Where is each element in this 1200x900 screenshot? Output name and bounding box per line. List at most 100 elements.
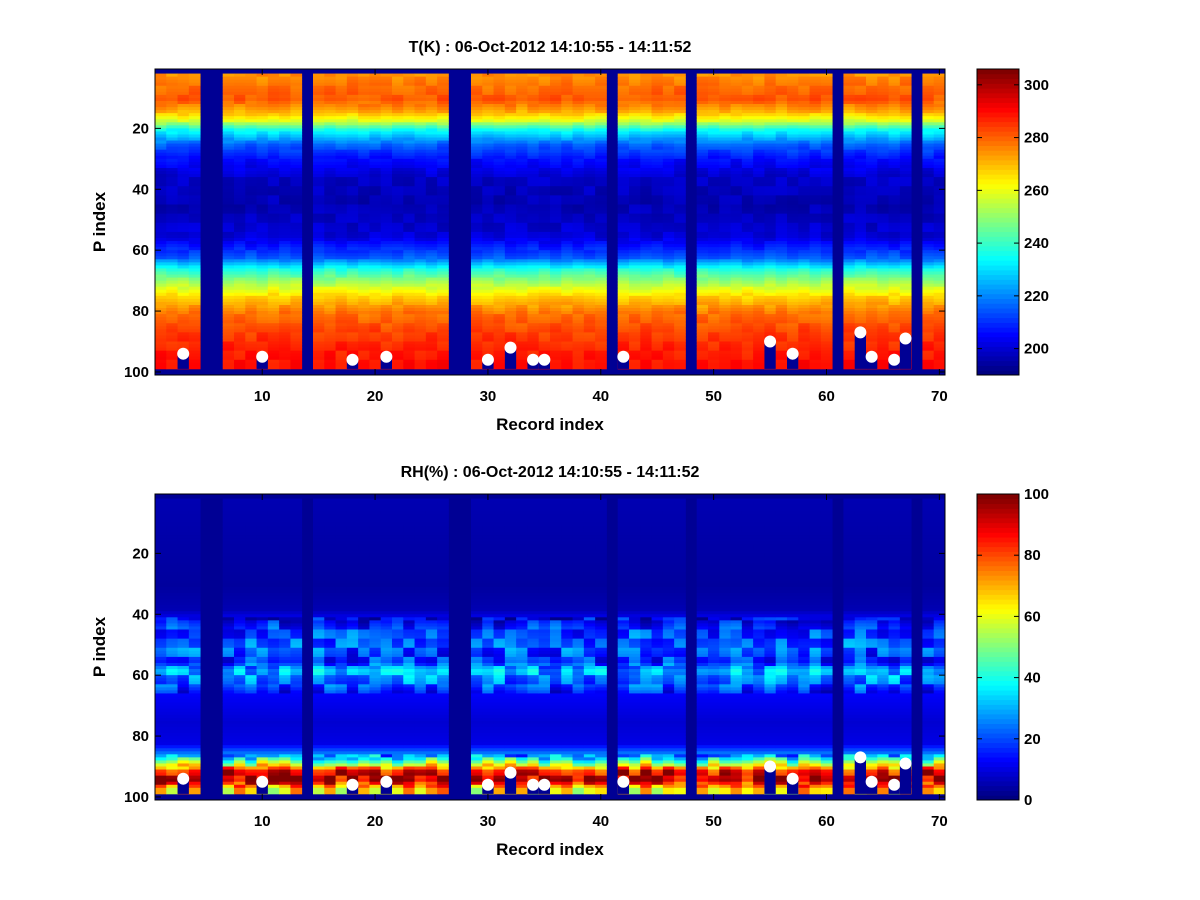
heatmap-cell (662, 317, 675, 321)
heatmap-cell (234, 320, 246, 324)
heatmap-cell (504, 283, 517, 288)
heatmap-cell (380, 250, 393, 254)
heatmap-cell (155, 88, 167, 93)
heatmap-cell (234, 341, 246, 345)
heatmap-cell (188, 298, 201, 303)
heatmap-cell (572, 107, 585, 111)
heatmap-cell (629, 274, 641, 278)
heatmap-cell (155, 79, 167, 84)
heatmap-cell (787, 265, 799, 269)
heatmap-cell (392, 277, 404, 282)
heatmap-cell (730, 192, 743, 196)
heatmap-cell (775, 289, 788, 294)
heatmap-cell (177, 158, 190, 163)
heatmap-cell (753, 161, 765, 166)
heatmap-cell (764, 146, 777, 151)
heatmap-cell (313, 295, 325, 300)
heatmap-cell (741, 314, 754, 318)
heatmap-cell (324, 201, 336, 205)
heatmap-cell (617, 225, 630, 230)
heatmap-cell (595, 295, 607, 300)
heatmap-cell (708, 219, 720, 224)
heatmap-cell (640, 82, 652, 87)
heatmap-cell (775, 207, 788, 211)
heatmap-cell (674, 100, 686, 105)
heatmap-cell (629, 231, 641, 236)
heatmap-cell (696, 100, 709, 105)
heatmap-cell (719, 244, 731, 248)
heatmap-cell (437, 164, 449, 169)
heatmap-cell (516, 317, 528, 321)
heatmap-cell (425, 100, 438, 105)
heatmap-cell (324, 100, 336, 105)
heatmap-cell (222, 88, 235, 93)
heatmap-cell (324, 91, 336, 96)
heatmap-cell (166, 301, 178, 306)
heatmap-cell (775, 198, 788, 202)
heatmap-cell (177, 326, 190, 330)
heatmap-cell (256, 286, 269, 291)
heatmap-cell (414, 158, 427, 163)
heatmap-cell (313, 256, 325, 260)
heatmap-cell (482, 167, 494, 172)
heatmap-cell (493, 79, 506, 84)
heatmap-cell (290, 82, 303, 87)
heatmap-cell (177, 76, 190, 81)
heatmap-cell (561, 320, 573, 324)
heatmap-cell (482, 244, 494, 248)
heatmap-cell (358, 362, 370, 367)
heatmap-cell (662, 79, 675, 84)
heatmap-cell (696, 116, 709, 120)
heatmap-cell (358, 329, 370, 333)
heatmap-cell (369, 353, 382, 358)
heatmap-cell (369, 213, 382, 218)
heatmap-cell (719, 192, 731, 196)
heatmap-cell (516, 283, 528, 288)
heatmap-cell (561, 295, 573, 300)
heatmap-cell (346, 158, 359, 163)
heatmap-cell (741, 347, 754, 352)
heatmap-cell (222, 91, 235, 96)
heatmap-cell (595, 304, 607, 309)
heatmap-cell (471, 140, 483, 144)
heatmap-cell (234, 350, 246, 355)
heatmap-cell (380, 280, 393, 285)
heatmap-cell (358, 213, 370, 218)
heatmap-cell (437, 104, 449, 108)
heatmap-cell (583, 356, 596, 361)
heatmap-cell (369, 308, 382, 312)
heatmap-cell (775, 320, 788, 324)
heatmap-cell (730, 155, 743, 160)
heatmap-cell (730, 158, 743, 163)
heatmap-cell (538, 329, 551, 333)
heatmap-cell (267, 298, 280, 303)
heatmap-cell (403, 338, 415, 342)
heatmap-cell (177, 304, 190, 309)
heatmap-cell (358, 344, 370, 348)
heatmap-cell (324, 250, 336, 254)
heatmap-cell (662, 85, 675, 90)
heatmap-cell (155, 140, 167, 144)
heatmap-cell (256, 262, 269, 266)
heatmap-cell (730, 195, 743, 199)
heatmap-cell (775, 146, 788, 151)
heatmap-cell (234, 164, 246, 169)
heatmap-cell (538, 128, 551, 132)
heatmap-cell (279, 298, 291, 303)
heatmap-cell (741, 292, 754, 297)
heatmap-cell (696, 131, 709, 135)
heatmap-cell (674, 192, 686, 196)
heatmap-cell (392, 91, 404, 96)
heatmap-cell (516, 350, 528, 355)
heatmap-cell (425, 356, 438, 361)
heatmap-cell (798, 174, 810, 178)
heatmap-cell (346, 82, 359, 87)
heatmap-cell (719, 277, 731, 282)
heatmap-cell (403, 94, 415, 99)
heatmap-cell (425, 362, 438, 367)
heatmap-cell (583, 353, 596, 358)
heatmap-cell (493, 149, 506, 154)
heatmap-cell (775, 177, 788, 181)
heatmap-cell (674, 171, 686, 175)
heatmap-cell (234, 180, 246, 184)
